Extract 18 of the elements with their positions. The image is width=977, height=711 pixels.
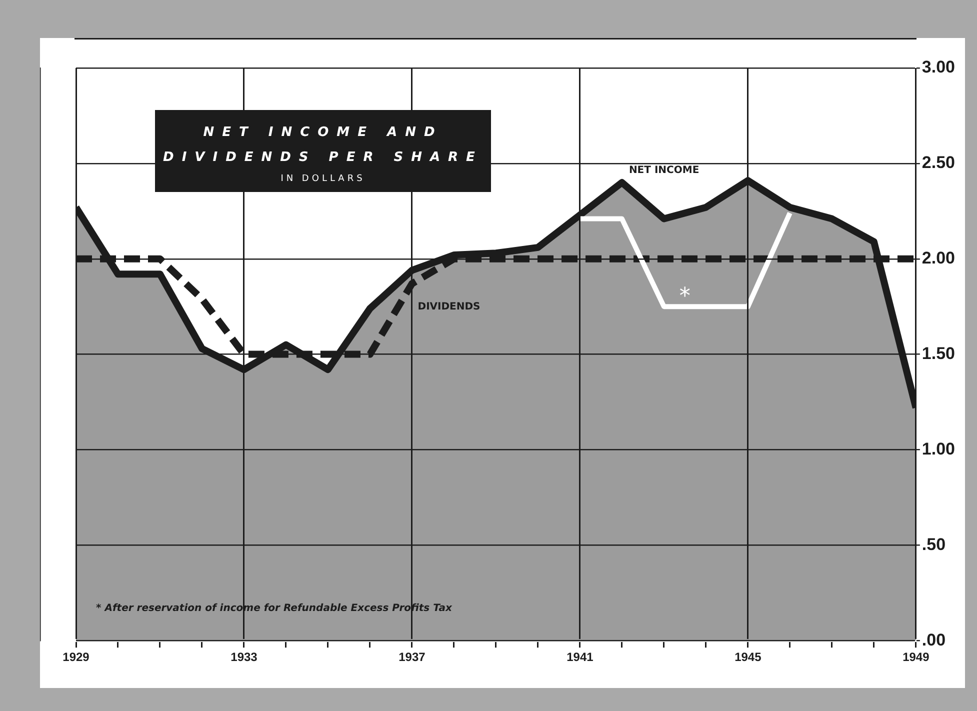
- y-tick-label: 3.00: [922, 58, 956, 77]
- x-tick-label: 1933: [230, 650, 258, 664]
- text: NET INCOME AND DIVIDENDS PER SHARE: [163, 124, 483, 167]
- y-tick-label: .00: [922, 630, 946, 650]
- x-tick-label: 1929: [62, 650, 90, 664]
- x-tick-label: 1945: [734, 650, 762, 664]
- y-tick-label: 2.00: [922, 248, 956, 268]
- x-tick-label: 1941: [566, 650, 594, 664]
- y-tick-label: 2.50: [922, 153, 956, 172]
- series-label: DIVIDENDS: [418, 301, 480, 312]
- annotation: *: [679, 284, 690, 309]
- y-tick-label: 1.00: [922, 439, 956, 458]
- y-tick-label: .50: [922, 534, 946, 554]
- x-tick-label: 1937: [398, 650, 426, 664]
- series-label: NET INCOME: [628, 165, 700, 176]
- x-tick-label: 1949: [902, 650, 930, 664]
- text: IN DOLLARS: [280, 174, 366, 184]
- y-tick-label: 1.50: [922, 344, 956, 363]
